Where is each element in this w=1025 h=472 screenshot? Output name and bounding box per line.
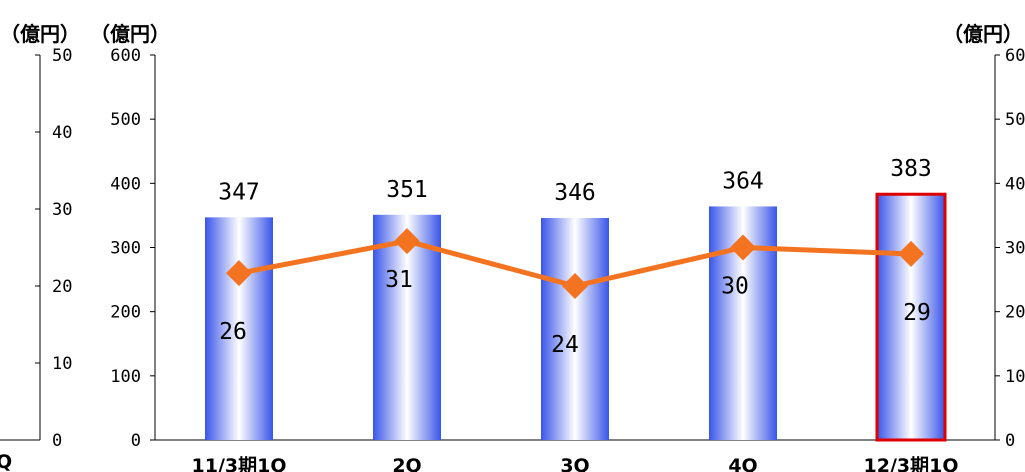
- left-tick-label: 600: [110, 46, 141, 66]
- right-tick-label: 20: [1005, 303, 1025, 323]
- bar-value-label: 347: [218, 179, 260, 205]
- partial-category-label: Q: [0, 451, 12, 472]
- right-axis-unit: （億円）: [943, 22, 1023, 46]
- bar: [877, 194, 945, 440]
- bar-value-label: 346: [554, 180, 596, 206]
- left-tick-label: 400: [110, 174, 141, 194]
- line-value-label: 29: [903, 300, 931, 326]
- line-value-label: 24: [551, 332, 579, 358]
- left-axis-unit: （億円）: [90, 22, 170, 46]
- far-left-axis-unit: （億円）: [0, 22, 80, 46]
- far-left-tick-label: 30: [52, 200, 72, 220]
- line-marker: [394, 228, 420, 255]
- line-value-label: 26: [219, 319, 247, 345]
- right-tick-label: 60: [1005, 46, 1025, 66]
- category-label: 11/3期1Q: [192, 455, 287, 472]
- left-tick-label: 0: [131, 431, 141, 451]
- far-left-tick-label: 10: [52, 354, 72, 374]
- highlight-bar-border: [875, 192, 947, 442]
- right-tick-label: 40: [1005, 174, 1025, 194]
- left-tick-label: 300: [110, 239, 141, 259]
- line-value-label: 30: [721, 274, 749, 300]
- right-tick-label: 10: [1005, 367, 1025, 387]
- left-tick-label: 200: [110, 303, 141, 323]
- left-tick-label: 500: [110, 110, 141, 130]
- far-left-tick-label: 20: [52, 277, 72, 297]
- left-tick-label: 100: [110, 367, 141, 387]
- line-marker: [226, 260, 252, 287]
- bar-value-label: 364: [722, 168, 764, 194]
- category-label: 2Q: [392, 455, 421, 472]
- bar: [205, 217, 273, 440]
- far-left-tick-label: 40: [52, 123, 72, 143]
- line-value-label: 31: [385, 267, 413, 293]
- category-label: 3Q: [560, 455, 589, 472]
- far-left-tick-label: 50: [52, 46, 72, 66]
- bar-value-label: 351: [386, 177, 428, 203]
- right-tick-label: 30: [1005, 239, 1025, 259]
- line-marker: [562, 273, 588, 299]
- bar-value-label: 383: [890, 156, 932, 182]
- category-label: 12/3期1Q: [864, 455, 959, 472]
- right-tick-label: 50: [1005, 110, 1025, 130]
- far-left-tick-label: 0: [52, 431, 62, 451]
- right-tick-label: 0: [1005, 431, 1015, 451]
- bar: [541, 217, 609, 440]
- line-marker: [898, 240, 924, 267]
- line-marker: [730, 234, 756, 261]
- category-label: 4Q: [728, 455, 757, 472]
